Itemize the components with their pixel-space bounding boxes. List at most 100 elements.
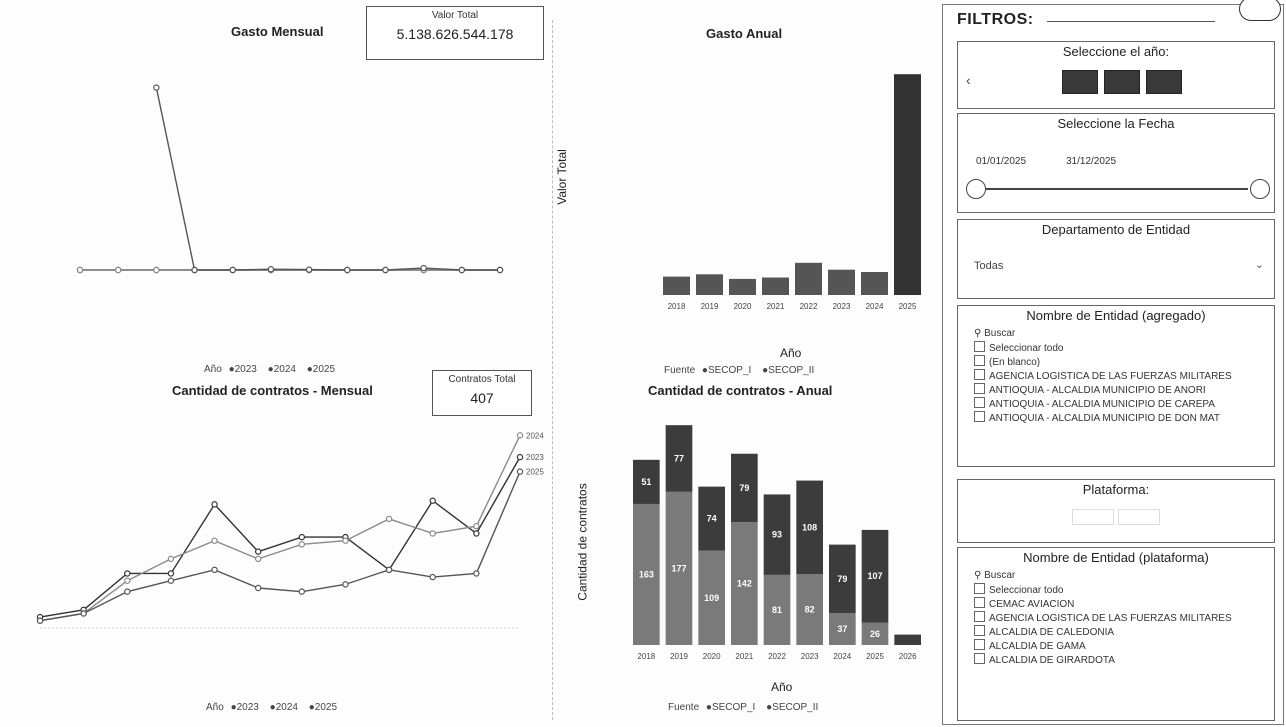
list-item[interactable]: (En blanco) <box>974 355 1274 369</box>
chevron-left-icon[interactable]: ‹ <box>966 72 971 88</box>
legend-item-secop-i: ●SECOP_I <box>705 702 756 713</box>
checkbox[interactable] <box>974 411 985 422</box>
entity-platform-title: Nombre de Entidad (plataforma) <box>1023 550 1209 565</box>
search-icon: ⚲ <box>974 570 982 581</box>
start-date-field[interactable]: 01/01/2025 <box>976 156 1027 167</box>
x-tick-label: 2022 <box>800 302 818 311</box>
date-slider-start-handle[interactable] <box>966 179 986 199</box>
year-button-selected[interactable] <box>1062 70 1098 94</box>
entity-search-input[interactable]: ⚲ Buscar <box>974 570 1016 581</box>
bar-segment-secop-ii <box>731 453 758 523</box>
data-point <box>267 266 275 273</box>
legend-item-secop-i: ●SECOP_I <box>701 365 752 376</box>
bar <box>795 262 822 295</box>
platform-slicer: Plataforma: <box>957 479 1275 543</box>
checkbox[interactable] <box>974 583 985 594</box>
x-tick-label: 2021 <box>767 302 785 311</box>
legend-item-2025: ●2025 <box>308 702 338 713</box>
department-slicer: Departamento de Entidad Todas ⌄ <box>957 219 1275 299</box>
list-item[interactable]: AGENCIA LOGISTICA DE LAS FUERZAS MILITAR… <box>974 611 1274 625</box>
year-button[interactable] <box>1022 70 1056 92</box>
list-item[interactable]: ALCALDIA DE GIRARDOTA <box>974 653 1274 667</box>
checkbox[interactable] <box>974 397 985 408</box>
list-item[interactable]: ALCALDIA DE GAMA <box>974 639 1274 653</box>
annual-contracts-chart: 163 51 2018 177 77 2019 109 74 2020 142 79 2021 81 93… <box>633 425 921 661</box>
end-date-field[interactable]: 31/12/2025 <box>1066 156 1117 167</box>
list-item[interactable]: AGENCIA LOGISTICA DE LAS FUERZAS MILITAR… <box>974 369 1274 383</box>
filters-divider <box>1047 21 1215 22</box>
list-item[interactable]: ANTIOQUIA - ALCALDIA MUNICIPIO DE CAREPA <box>974 397 1274 411</box>
entity-search-input[interactable]: ⚲ Buscar <box>974 328 1016 339</box>
total-value: 5.138.626.544.178 <box>396 26 514 42</box>
checkbox[interactable] <box>974 625 985 636</box>
bar-segment-secop-ii <box>665 425 693 492</box>
entity-platform-slicer: Nombre de Entidad (plataforma) ⚲ Buscar … <box>957 547 1275 721</box>
data-point <box>229 266 236 274</box>
annual-contracts-legend: Fuente ●SECOP_I ●SECOP_II <box>668 702 826 713</box>
data-point <box>254 548 262 555</box>
data-label: 79 <box>837 574 847 584</box>
platform-option[interactable] <box>1118 509 1161 525</box>
list-item[interactable]: ALCALDIA DE CALEDONIA <box>974 625 1274 639</box>
list-item[interactable]: ANTIOQUIA - ALCALDIA MUNICIPIO DE ANORI <box>974 383 1274 397</box>
search-icon: ⚲ <box>974 328 982 339</box>
bar-segment-secop-ii <box>829 544 856 613</box>
list-item[interactable]: ANTIOQUIA - ALCALDIA MUNICIPIO DE DON MA… <box>974 411 1274 425</box>
legend-item-secop-ii: ●SECOP_II <box>762 365 815 376</box>
data-point <box>342 537 349 544</box>
annual-contracts-title: Cantidad de contratos - Anual <box>648 383 833 398</box>
data-point <box>473 530 480 537</box>
annual-spend-ylabel: Valor Total <box>554 149 569 205</box>
checkbox[interactable] <box>974 341 985 352</box>
checkbox[interactable] <box>974 597 985 608</box>
department-dropdown-value[interactable]: Todas <box>974 260 1004 272</box>
data-point <box>298 588 306 595</box>
legend-item-2024: ●2024 <box>267 364 296 375</box>
bar-segment-secop-i <box>763 574 791 645</box>
chevron-down-icon[interactable]: ⌄ <box>1254 259 1264 271</box>
list-item[interactable]: Seleccionar todo <box>974 583 1274 597</box>
data-point <box>420 264 427 272</box>
date-slider-track[interactable] <box>976 188 1248 190</box>
data-point <box>305 266 313 273</box>
bar <box>861 272 888 295</box>
bar-segment-secop-ii <box>698 486 725 551</box>
x-tick-label: 2019 <box>701 302 719 311</box>
clear-filters-button[interactable] <box>1239 0 1281 21</box>
year-button[interactable] <box>984 70 1018 92</box>
separator <box>552 20 553 720</box>
checkbox[interactable] <box>974 639 985 650</box>
annual-spend-title: Gasto Anual <box>706 26 783 41</box>
bar-segment-secop-ii <box>633 459 660 504</box>
legend-title: Fuente <box>668 702 700 713</box>
data-point <box>167 555 175 563</box>
checkbox[interactable] <box>974 355 985 366</box>
date-slicer-title: Seleccione la Fecha <box>1057 116 1175 131</box>
data-label: 81 <box>772 605 782 615</box>
date-slider-end-handle[interactable] <box>1250 179 1270 199</box>
x-tick-label: 2018 <box>668 302 686 311</box>
year-button[interactable] <box>1188 70 1222 92</box>
data-point <box>516 453 524 461</box>
x-tick-label: 2022 <box>768 652 786 661</box>
year-button-selected[interactable] <box>1104 70 1140 94</box>
x-tick-label: 2023 <box>801 652 819 661</box>
year-slicer: Seleccione el año: ‹ <box>957 41 1275 109</box>
checkbox[interactable] <box>974 653 985 664</box>
list-item[interactable]: Seleccionar todo <box>974 341 1274 355</box>
x-tick-label: 2024 <box>833 652 851 661</box>
year-slicer-title: Seleccione el año: <box>1062 44 1170 59</box>
checkbox[interactable] <box>974 383 985 394</box>
x-tick-label: 2021 <box>735 652 753 661</box>
checkbox[interactable] <box>974 369 985 380</box>
list-item[interactable]: CEMAC AVIACION <box>974 597 1274 611</box>
data-label: 107 <box>867 571 882 581</box>
x-tick-label: 2018 <box>637 652 655 661</box>
checkbox[interactable] <box>974 611 985 622</box>
year-button-selected[interactable] <box>1146 70 1182 94</box>
bar-segment-secop-i <box>633 503 660 645</box>
x-tick-label: 2019 <box>670 652 688 661</box>
contracts-total-card: Contratos Total 407 <box>432 370 532 416</box>
bar-segment-secop-i <box>731 522 758 645</box>
platform-option[interactable] <box>1071 509 1114 525</box>
